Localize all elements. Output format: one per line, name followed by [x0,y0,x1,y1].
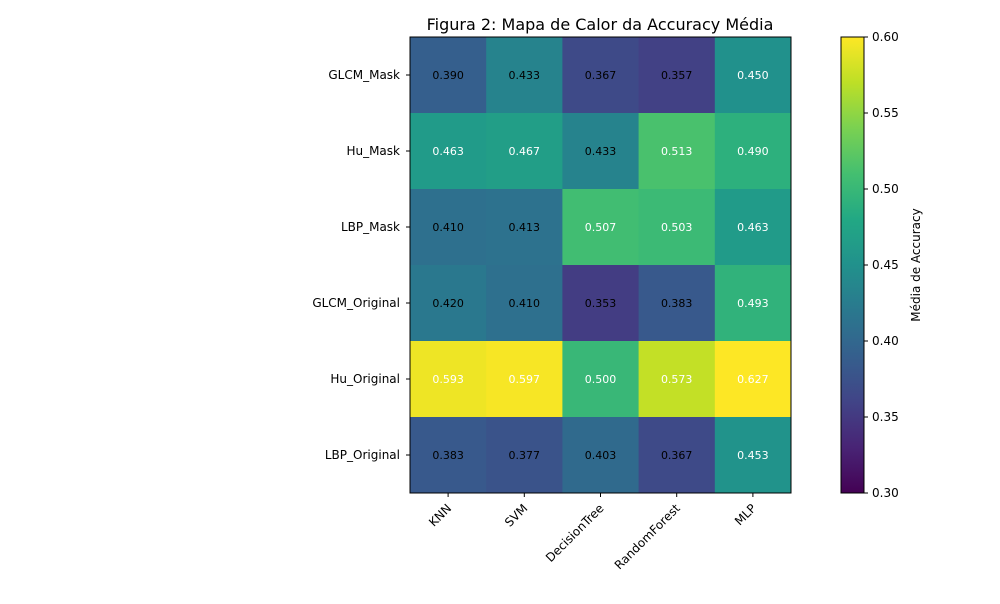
y-tick-label: LBP_Mask [341,220,400,234]
cell-value-label: 0.453 [737,449,769,462]
cell-value-label: 0.513 [661,145,693,158]
heatmap-cell [410,417,487,494]
colorbar-tick-label: 0.60 [872,30,899,44]
cell-value-label: 0.353 [585,297,617,310]
cell-value-label: 0.367 [585,69,617,82]
colorbar-ticks: 0.30 0.35 0.40 0.45 0.50 0.55 0.60 [864,30,899,500]
heatmap-cell [638,265,716,342]
cell-value-label: 0.493 [737,297,769,310]
heatmap-cell [410,113,487,190]
heatmap-cell [486,37,563,114]
heatmap-cell [562,113,640,190]
cell-value-label: 0.383 [661,297,693,310]
cell-value-label: 0.433 [585,145,617,158]
colorbar-label: Média de Accuracy [909,208,923,321]
cell-value-label: 0.593 [432,373,464,386]
cell-value-label: 0.573 [661,373,693,386]
x-tick-label: DecisionTree [543,501,607,565]
cell-value-label: 0.390 [432,69,464,82]
heatmap-cell [714,265,792,342]
heatmap-cell [410,265,487,342]
colorbar-tick-label: 0.30 [872,486,899,500]
heatmap-cell [638,189,716,266]
heatmap-cell [410,189,487,266]
y-tick-label: Hu_Original [330,372,400,386]
y-tick-label: LBP_Original [325,448,400,462]
y-axis: GLCM_Mask Hu_Mask LBP_Mask GLCM_Original Hu_… [312,68,410,462]
cell-value-label: 0.403 [585,449,617,462]
heatmap-cell [638,417,716,494]
heatmap-cell [562,37,640,114]
colorbar-tick-label: 0.45 [872,258,899,272]
heatmap-cell [562,341,640,418]
x-tick-label: SVM [502,501,530,529]
x-axis: KNN SVM DecisionTree RandomForest MLP [426,493,759,572]
cell-value-label: 0.420 [432,297,464,310]
heatmap-cell [486,341,563,418]
y-tick-label: GLCM_Original [312,296,400,310]
heatmap-cell [486,417,563,494]
heatmap-cell [638,37,716,114]
chart-title: Figura 2: Mapa de Calor da Accuracy Médi… [427,15,774,34]
heatmap-cell [562,189,640,266]
y-tick-label: GLCM_Mask [328,68,400,82]
heatmap-cell [410,37,487,114]
heatmap-cell [486,189,563,266]
cell-value-label: 0.627 [737,373,769,386]
heatmap-cell [562,417,640,494]
colorbar-tick-label: 0.40 [872,334,899,348]
cell-value-label: 0.507 [585,221,617,234]
cell-value-label: 0.490 [737,145,769,158]
cell-value-labels: 0.390 0.433 0.367 0.357 0.450 0.463 0.467 0.433… [432,69,768,462]
x-tick-label: KNN [426,501,454,529]
cell-value-label: 0.357 [661,69,693,82]
heatmap-cell [486,113,563,190]
heatmap-cell [638,113,716,190]
heatmap-cell [714,417,792,494]
cell-value-label: 0.450 [737,69,769,82]
cell-value-label: 0.410 [509,297,541,310]
x-tick-label: RandomForest [612,501,683,572]
cell-value-label: 0.367 [661,449,693,462]
cell-value-label: 0.597 [509,373,541,386]
x-tick-label: MLP [732,501,759,528]
cell-value-label: 0.463 [432,145,464,158]
cell-value-label: 0.467 [509,145,541,158]
heatmap-cell [714,37,792,114]
heatmap-cell [562,265,640,342]
heatmap-cell [714,341,792,418]
y-tick-label: Hu_Mask [346,144,400,158]
colorbar-tick-label: 0.50 [872,182,899,196]
heatmap-cell [714,189,792,266]
heatmap-cell [714,113,792,190]
heatmap-cell [486,265,563,342]
colorbar-tick-label: 0.35 [872,410,899,424]
cell-value-label: 0.503 [661,221,693,234]
cell-value-label: 0.413 [509,221,541,234]
cell-value-label: 0.383 [432,449,464,462]
heatmap-cells [410,37,792,494]
colorbar-gradient [841,37,864,493]
cell-value-label: 0.377 [509,449,541,462]
cell-value-label: 0.463 [737,221,769,234]
cell-value-label: 0.433 [509,69,541,82]
heatmap-cell [638,341,716,418]
cell-value-label: 0.500 [585,373,617,386]
colorbar: 0.30 0.35 0.40 0.45 0.50 0.55 0.60 Média de Ac… [840,30,923,500]
cell-value-label: 0.410 [432,221,464,234]
colorbar-tick-label: 0.55 [872,106,899,120]
heatmap-cell [410,341,487,418]
